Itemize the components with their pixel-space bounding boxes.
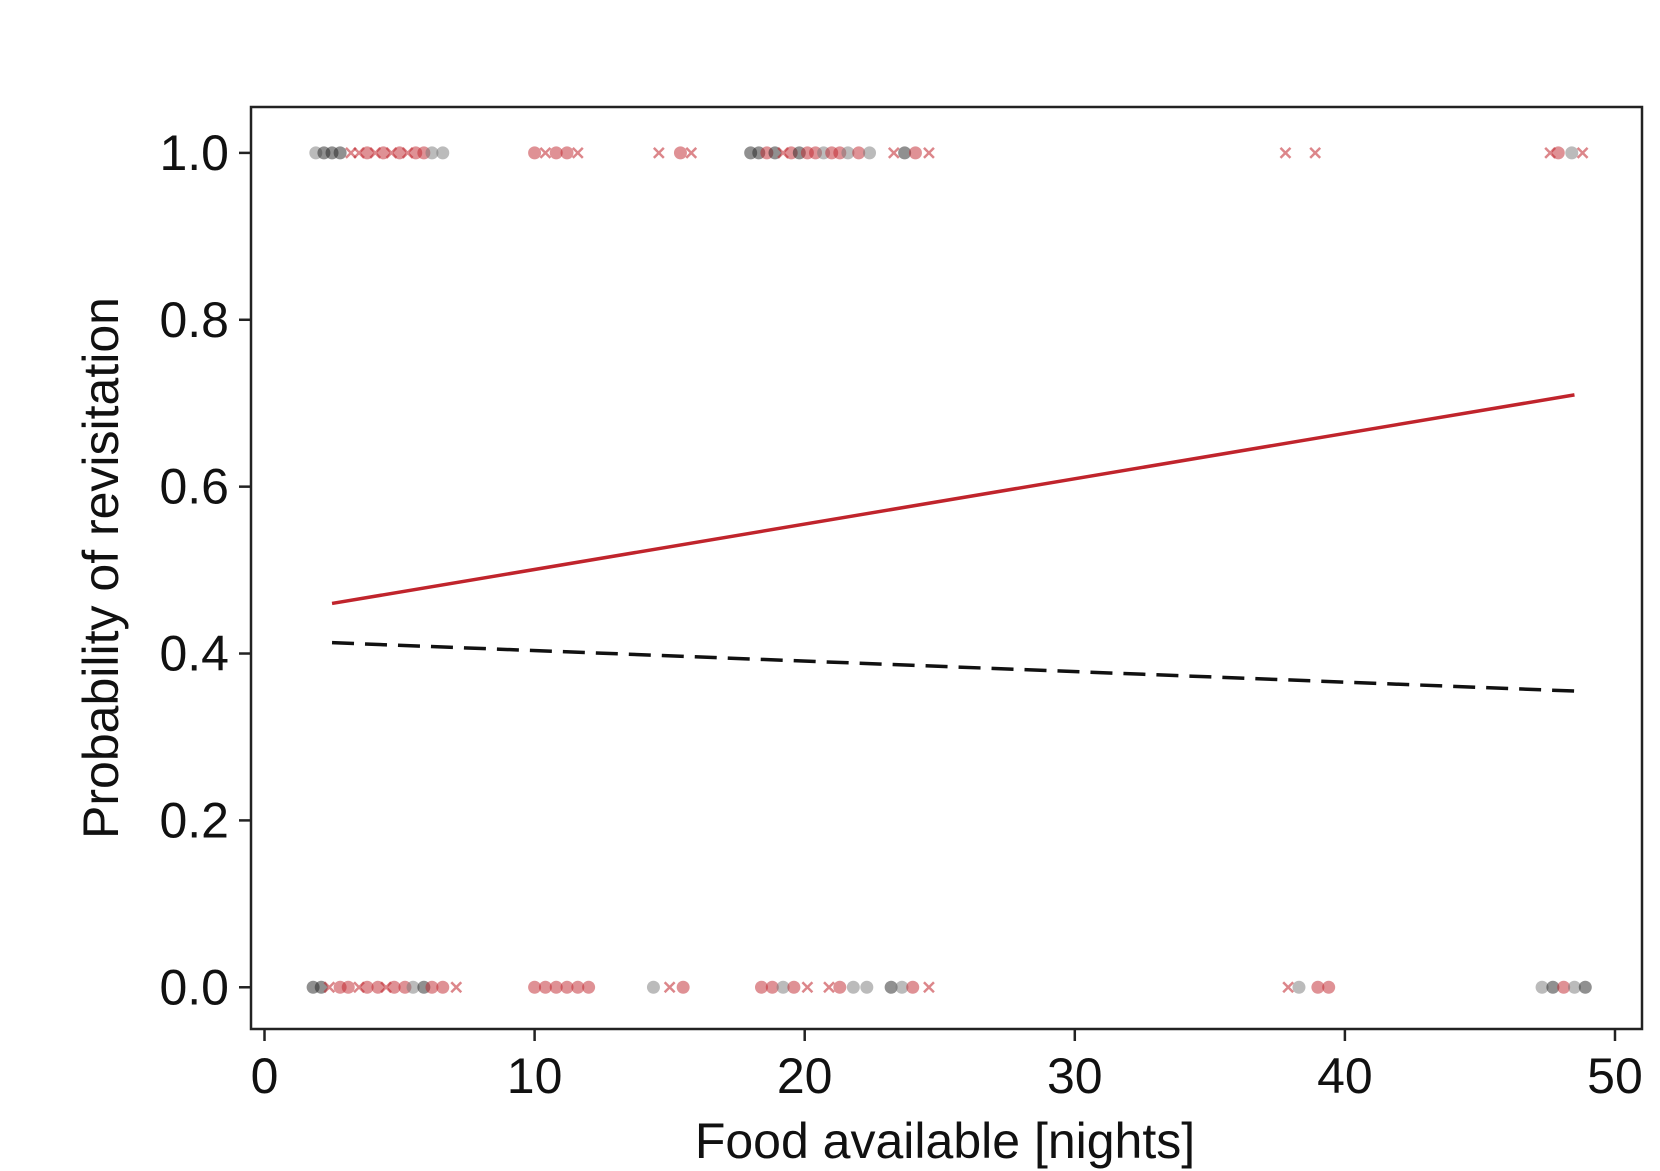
data-point-cross xyxy=(823,981,835,994)
data-point-circle xyxy=(908,146,922,160)
data-point-circle xyxy=(898,146,912,160)
data-point-circle xyxy=(528,980,542,994)
data-point-circle xyxy=(436,980,450,994)
data-point-circle xyxy=(406,980,420,994)
data-point-cross xyxy=(923,981,935,994)
data-point-circle xyxy=(1292,980,1306,994)
y-tick-label: 0.0 xyxy=(159,959,229,1015)
data-point-circle xyxy=(549,980,563,994)
data-point-cross xyxy=(801,981,814,994)
data-point-cross xyxy=(539,147,552,159)
data-point-circle xyxy=(860,980,874,994)
x-tick-label: 0 xyxy=(251,1048,279,1104)
data-point-circle xyxy=(360,980,374,994)
x-tick-label: 10 xyxy=(507,1048,563,1104)
data-point-circle xyxy=(571,980,585,994)
data-point-circle xyxy=(846,980,860,994)
y-tick-label: 0.8 xyxy=(159,292,229,348)
data-point-circle xyxy=(841,146,855,160)
data-point-circle xyxy=(833,980,847,994)
data-point-cross xyxy=(1576,147,1589,159)
data-point-circle xyxy=(582,980,596,994)
data-point-circle xyxy=(1557,980,1571,994)
data-point-cross xyxy=(685,147,698,159)
fitted-line-dashed xyxy=(331,640,1575,693)
data-point-cross xyxy=(450,981,463,994)
y-axis: 0.0 0.2 0.4 0.6 0.8 1.0 xyxy=(159,125,251,1015)
x-axis: 0 10 20 30 40 50 xyxy=(251,1029,1643,1104)
data-point-circle xyxy=(560,146,574,160)
data-point-circle xyxy=(787,980,801,994)
data-point-circle xyxy=(1565,146,1579,160)
data-point-circle xyxy=(560,980,574,994)
data-point-circle xyxy=(1322,980,1336,994)
data-point-circle xyxy=(528,146,542,160)
data-point-circle xyxy=(754,980,768,994)
x-axis-title: Food available [nights] xyxy=(695,1113,1195,1169)
data-point-circle xyxy=(906,980,920,994)
data-point-circle xyxy=(549,146,563,160)
data-point-cross xyxy=(571,147,584,159)
data-point-circle xyxy=(1535,980,1549,994)
data-point-circle xyxy=(676,980,690,994)
data-point-circle xyxy=(884,980,898,994)
fitted-lines xyxy=(331,393,1575,693)
data-point-circle xyxy=(333,146,347,160)
scatter-points xyxy=(306,146,1592,994)
data-point-circle xyxy=(1567,980,1581,994)
data-point-circle xyxy=(863,146,877,160)
plot-area-frame xyxy=(249,105,1644,1031)
data-point-circle xyxy=(425,980,439,994)
data-point-cross xyxy=(1282,981,1295,994)
x-tick-label: 20 xyxy=(777,1048,833,1104)
data-point-circle xyxy=(1311,980,1325,994)
y-tick-label: 1.0 xyxy=(159,125,229,181)
data-point-cross xyxy=(652,147,665,159)
y-tick-label: 0.6 xyxy=(159,459,229,515)
data-point-cross xyxy=(1309,147,1322,159)
data-point-cross xyxy=(923,147,935,159)
x-tick-label: 40 xyxy=(1317,1048,1373,1104)
data-point-circle xyxy=(765,980,779,994)
data-point-circle xyxy=(387,980,401,994)
data-point-cross xyxy=(663,981,676,994)
data-point-circle xyxy=(646,980,660,994)
x-tick-label: 50 xyxy=(1587,1048,1643,1104)
data-point-circle xyxy=(673,146,687,160)
data-point-circle xyxy=(1551,146,1565,160)
y-axis-title: Probability of revisitation xyxy=(73,297,129,839)
data-point-circle xyxy=(436,146,450,160)
data-point-circle xyxy=(895,980,909,994)
data-point-cross xyxy=(323,981,336,994)
data-point-cross xyxy=(887,147,900,159)
data-point-circle xyxy=(341,980,355,994)
x-tick-label: 30 xyxy=(1047,1048,1103,1104)
y-tick-label: 0.2 xyxy=(159,792,229,848)
data-point-circle xyxy=(1578,980,1592,994)
data-point-circle xyxy=(852,146,866,160)
data-point-cross xyxy=(1279,147,1292,159)
data-point-circle xyxy=(1546,980,1560,994)
y-tick-label: 0.4 xyxy=(159,626,229,682)
data-point-circle xyxy=(538,980,552,994)
data-point-circle xyxy=(425,146,439,160)
data-point-circle xyxy=(776,980,790,994)
fitted-line-solid xyxy=(331,393,1575,606)
